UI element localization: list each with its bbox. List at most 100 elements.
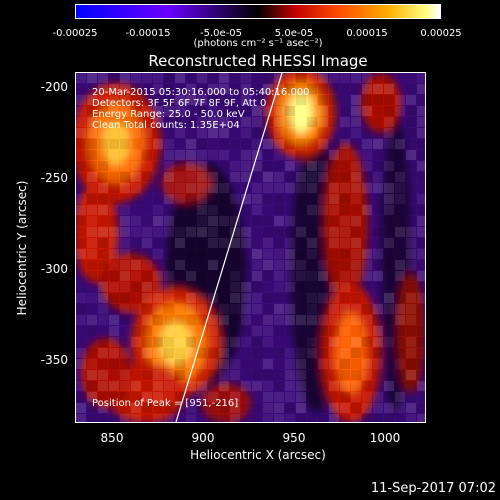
heat-pixel	[230, 227, 240, 237]
heat-pixel	[417, 227, 425, 237]
heat-pixel	[109, 73, 119, 83]
heat-pixel	[406, 326, 416, 336]
heat-pixel	[406, 106, 416, 116]
heat-pixel	[274, 172, 284, 182]
heat-pixel	[307, 381, 317, 391]
heat-pixel	[285, 216, 295, 226]
heat-pixel	[219, 403, 229, 413]
heat-pixel	[197, 205, 207, 215]
heat-pixel	[219, 84, 229, 94]
heat-pixel	[263, 315, 273, 325]
heat-pixel	[131, 238, 141, 248]
heat-pixel	[318, 403, 328, 413]
heat-pixel	[307, 249, 317, 259]
heat-pixel	[340, 315, 350, 325]
colorbar-tick: 0.00025	[420, 28, 462, 39]
heat-pixel	[230, 260, 240, 270]
heat-pixel	[164, 172, 174, 182]
heat-pixel	[120, 381, 130, 391]
heat-pixel	[87, 293, 97, 303]
heat-pixel	[307, 271, 317, 281]
heat-pixel	[186, 150, 196, 160]
heat-pixel	[230, 161, 240, 171]
heat-pixel	[318, 194, 328, 204]
heat-pixel	[373, 150, 383, 160]
heat-pixel	[329, 117, 339, 127]
heat-pixel	[318, 117, 328, 127]
heat-pixel	[186, 128, 196, 138]
heat-pixel	[175, 326, 185, 336]
heat-pixel	[329, 128, 339, 138]
heat-pixel	[263, 106, 273, 116]
heat-pixel	[362, 183, 372, 193]
heat-pixel	[329, 194, 339, 204]
heat-pixel	[120, 150, 130, 160]
heat-pixel	[340, 249, 350, 259]
heat-pixel	[241, 326, 251, 336]
heat-pixel	[318, 172, 328, 182]
heat-pixel	[131, 95, 141, 105]
heat-pixel	[175, 183, 185, 193]
heat-pixel	[296, 282, 306, 292]
heat-pixel	[98, 293, 108, 303]
heat-pixel	[417, 95, 425, 105]
heat-pixel	[252, 403, 262, 413]
heat-pixel	[98, 73, 108, 83]
heat-pixel	[142, 282, 152, 292]
heat-pixel	[417, 194, 425, 204]
heat-pixel	[285, 326, 295, 336]
heat-pixel	[329, 403, 339, 413]
heat-pixel	[274, 183, 284, 193]
heat-pixel	[285, 150, 295, 160]
heat-pixel	[318, 304, 328, 314]
heat-pixel	[263, 337, 273, 347]
heat-pixel	[197, 293, 207, 303]
heat-pixel	[76, 315, 86, 325]
heat-pixel	[120, 73, 130, 83]
heat-pixel	[120, 172, 130, 182]
heat-pixel	[87, 315, 97, 325]
heat-pixel	[296, 304, 306, 314]
heat-pixel	[76, 150, 86, 160]
heat-pixel	[252, 392, 262, 402]
heat-pixel	[230, 106, 240, 116]
colorbar-unit-label: (photons cm⁻² s⁻¹ asec⁻²)	[193, 38, 323, 49]
heat-pixel	[362, 337, 372, 347]
heat-pixel	[263, 326, 273, 336]
heat-pixel	[120, 271, 130, 281]
heat-pixel	[406, 150, 416, 160]
heat-pixel	[318, 293, 328, 303]
heat-pixel	[417, 161, 425, 171]
heat-pixel	[230, 348, 240, 358]
heat-pixel	[186, 117, 196, 127]
heat-pixel	[373, 392, 383, 402]
heat-pixel	[142, 161, 152, 171]
heat-pixel	[241, 205, 251, 215]
heat-pixel	[252, 106, 262, 116]
heat-pixel	[274, 315, 284, 325]
heat-pixel	[318, 139, 328, 149]
heat-pixel	[384, 249, 394, 259]
heat-pixel	[329, 183, 339, 193]
heat-pixel	[329, 381, 339, 391]
heat-pixel	[263, 370, 273, 380]
heat-pixel	[362, 403, 372, 413]
heat-pixel	[87, 260, 97, 270]
heat-pixel	[384, 73, 394, 83]
heat-pixel	[241, 161, 251, 171]
heat-pixel	[208, 216, 218, 226]
heat-pixel	[76, 73, 86, 83]
heat-pixel	[362, 117, 372, 127]
heat-pixel	[395, 227, 405, 237]
heat-pixel	[296, 205, 306, 215]
heat-pixel	[175, 337, 185, 347]
heat-pixel	[340, 150, 350, 160]
heat-pixel	[384, 128, 394, 138]
heat-pixel	[153, 381, 163, 391]
heat-pixel	[252, 370, 262, 380]
heat-pixel	[362, 381, 372, 391]
heat-pixel	[109, 271, 119, 281]
heat-pixel	[197, 106, 207, 116]
heat-pixel	[318, 282, 328, 292]
heat-pixel	[362, 370, 372, 380]
